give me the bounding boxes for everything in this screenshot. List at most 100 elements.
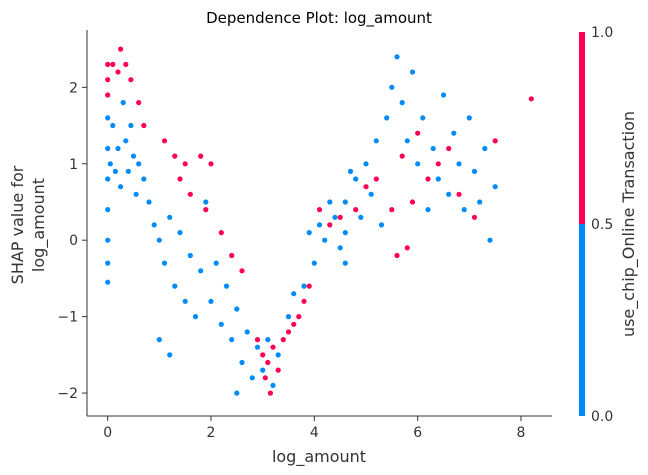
- point-low-47: [301, 283, 307, 289]
- y-tick-label: 1: [69, 157, 78, 173]
- x-axis-ticks: 0 2 4 6 8: [103, 416, 525, 441]
- y-tick-label: 0: [69, 233, 78, 249]
- point-low-1: [105, 145, 111, 152]
- point-low-8: [110, 122, 116, 129]
- point-high-12: [177, 176, 183, 182]
- point-low-46: [291, 291, 297, 297]
- point-low-70: [461, 207, 467, 213]
- point-high-19: [229, 252, 235, 259]
- point-high-50: [404, 245, 410, 251]
- point-high-14: [187, 191, 193, 197]
- point-low-60: [409, 69, 416, 75]
- point-low-6: [105, 279, 111, 285]
- point-low-81: [358, 214, 364, 220]
- chart-title: Dependence Plot: log_amount: [206, 9, 432, 28]
- point-high-52: [316, 207, 323, 213]
- point-low-21: [151, 222, 157, 228]
- point-low-35: [223, 283, 230, 289]
- point-high-47: [471, 214, 478, 220]
- point-high-35: [337, 214, 343, 220]
- point-low-33: [213, 260, 219, 266]
- y-axis-ticks: −2 −1 0 1 2: [57, 80, 87, 402]
- point-high-13: [182, 161, 188, 167]
- point-low-77: [316, 222, 323, 228]
- point-low-10: [115, 145, 121, 152]
- point-low-17: [133, 191, 139, 197]
- point-high-4: [115, 69, 121, 75]
- point-high-27: [275, 367, 281, 373]
- y-axis-label-line-2: log_amount: [29, 178, 49, 272]
- point-low-43: [265, 337, 271, 343]
- y-tick-label: −1: [57, 310, 78, 326]
- point-low-7: [107, 161, 113, 167]
- point-low-37: [234, 306, 240, 312]
- point-low-82: [368, 191, 374, 197]
- point-low-87: [270, 382, 276, 388]
- point-low-19: [141, 176, 147, 182]
- point-low-24: [167, 214, 173, 220]
- point-low-36: [229, 337, 235, 343]
- point-high-5: [118, 46, 124, 52]
- colorbar-label: use_chip_Online Transaction: [619, 111, 639, 337]
- point-high-17: [208, 161, 214, 167]
- colorbar-high-segment: [579, 32, 585, 224]
- point-high-7: [128, 77, 134, 83]
- point-high-33: [306, 283, 312, 289]
- point-low-61: [415, 161, 421, 167]
- colorbar-tick-high: 1.0: [591, 25, 613, 41]
- point-low-76: [492, 184, 498, 190]
- point-low-32: [208, 298, 214, 304]
- point-low-80: [347, 168, 354, 174]
- point-low-54: [373, 138, 379, 144]
- x-tick-label: 6: [413, 425, 422, 441]
- point-high-41: [409, 199, 416, 205]
- point-low-16: [130, 153, 137, 159]
- x-tick-label: 2: [207, 425, 216, 441]
- point-low-68: [451, 130, 457, 136]
- point-high-24: [265, 359, 271, 366]
- point-high-2: [105, 92, 111, 98]
- point-high-23: [262, 375, 268, 381]
- point-low-48: [311, 260, 317, 266]
- point-high-3: [110, 61, 116, 67]
- point-low-66: [440, 92, 447, 98]
- point-low-38: [239, 359, 245, 366]
- point-low-20: [146, 199, 152, 205]
- point-low-85: [167, 352, 173, 358]
- point-high-44: [435, 161, 441, 167]
- point-low-15: [128, 122, 134, 129]
- y-tick-label: 2: [69, 80, 78, 96]
- point-low-64: [430, 145, 436, 152]
- point-low-88: [306, 230, 312, 236]
- point-high-16: [203, 207, 209, 213]
- point-low-84: [156, 337, 162, 343]
- point-low-50: [332, 214, 338, 220]
- point-low-30: [198, 268, 204, 274]
- point-high-34: [327, 222, 333, 228]
- point-high-31: [296, 314, 302, 320]
- point-high-43: [425, 176, 431, 182]
- point-low-0: [105, 115, 111, 121]
- y-tick-label: −2: [57, 386, 78, 402]
- point-low-3: [105, 207, 111, 213]
- colorbar-tick-mid: 0.5: [591, 217, 613, 233]
- point-high-46: [456, 191, 462, 197]
- point-low-29: [192, 314, 199, 320]
- scatter-points: [105, 46, 534, 396]
- point-low-49: [322, 237, 328, 243]
- point-high-42: [415, 130, 421, 136]
- point-low-23: [161, 260, 168, 266]
- point-low-18: [136, 161, 142, 167]
- point-high-29: [285, 329, 292, 335]
- point-low-74: [482, 145, 488, 152]
- point-high-6: [123, 61, 129, 67]
- point-high-9: [141, 122, 147, 129]
- point-low-22: [156, 237, 162, 243]
- point-low-69: [456, 161, 462, 167]
- point-low-34: [218, 321, 224, 327]
- point-high-49: [528, 96, 534, 102]
- point-low-83: [378, 222, 385, 228]
- point-low-44: [275, 352, 281, 358]
- point-low-5: [105, 260, 111, 266]
